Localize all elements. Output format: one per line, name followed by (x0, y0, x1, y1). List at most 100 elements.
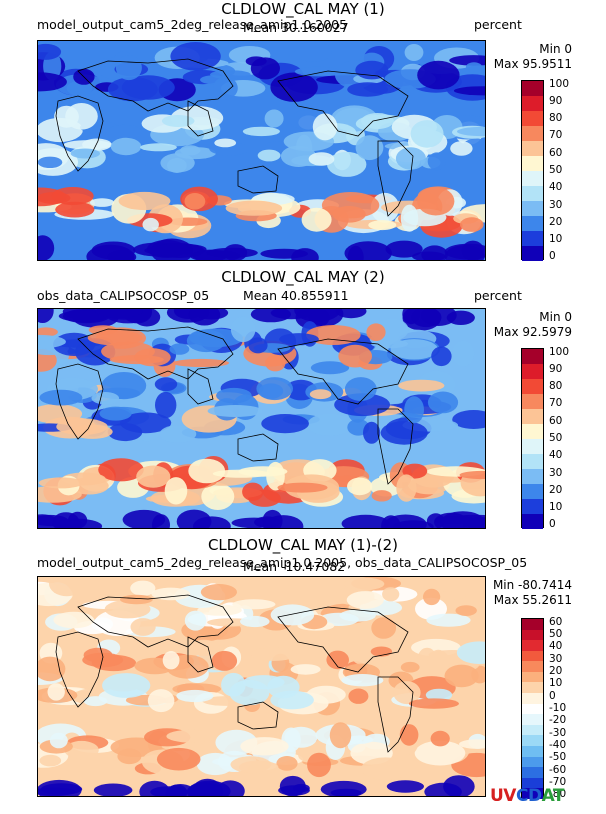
colorbar-tick-label: -30 (549, 726, 567, 739)
map-svg (38, 309, 485, 528)
dataset-label: model_output_cam5_2deg_release_amip1.0.2… (37, 555, 528, 570)
colorbar-segment (522, 409, 543, 424)
colorbar-tick-label: 70 (549, 397, 563, 410)
colorbar-segment (522, 186, 543, 201)
colorbar-tick-label: 0 (549, 518, 556, 531)
colorbar-tick-label: -80 (549, 788, 567, 801)
min-label: Min 0 (539, 42, 572, 56)
colorbar-segment (522, 364, 543, 379)
colorbar-segment (522, 724, 543, 736)
colorbar-segment (522, 777, 543, 789)
colorbar-tick-label: 90 (549, 362, 563, 375)
min-label: Min 0 (539, 310, 572, 324)
map-svg (38, 41, 485, 260)
colorbar-segment (522, 201, 543, 216)
colorbar-tick-label: 10 (549, 677, 563, 690)
colorbar-tick-label: 80 (549, 112, 563, 125)
colorbar-segment (522, 650, 543, 662)
panel-difference: CLDLOW_CAL MAY (1)-(2) model_output_cam5… (0, 536, 606, 806)
panel-obs: CLDLOW_CAL MAY (2) obs_data_CALIPSOCOSP_… (0, 268, 606, 538)
max-label: Max 55.2611 (493, 593, 572, 607)
colorbar-tick-label: 100 (549, 345, 570, 358)
colorbar-segment (522, 231, 543, 246)
panel-model: CLDLOW_CAL MAY (1) model_output_cam5_2de… (0, 0, 606, 270)
colorbar-segment (522, 96, 543, 111)
map-svg (38, 577, 485, 796)
colorbar-segment (522, 714, 543, 725)
colorbar-tick-label: 20 (549, 483, 563, 496)
colorbar-segment (522, 469, 543, 484)
dataset-label: model_output_cam5_2deg_release_amip1.0.2… (37, 17, 348, 32)
map-plot (37, 40, 486, 261)
colorbar-tick-label: 30 (549, 198, 563, 211)
map-plot (37, 576, 486, 797)
colorbar-tick-label: 0 (549, 689, 556, 702)
colorbar-segment (522, 671, 543, 683)
colorbar-segment (522, 349, 543, 364)
colorbar-tick-label: -10 (549, 702, 567, 714)
colorbar-segment (522, 499, 543, 514)
colorbar-segment (522, 156, 543, 171)
colorbar-segment (522, 693, 543, 704)
colorbar-tick-label: 60 (549, 146, 563, 159)
colorbar-segment (522, 454, 543, 469)
colorbar-tick-label: 40 (549, 449, 563, 462)
colorbar-tick-label: 90 (549, 94, 563, 107)
colorbar-segment (522, 424, 543, 439)
panel-title: CLDLOW_CAL MAY (2) (221, 268, 385, 286)
colorbar-segment (522, 661, 543, 672)
colorbar (521, 348, 544, 529)
mean-label: Mean 40.855911 (243, 288, 349, 303)
colorbar-segment (522, 703, 543, 715)
colorbar-tick-label: -50 (549, 751, 567, 764)
colorbar-segment (522, 756, 543, 768)
mean-label: Mean 30.160027 (243, 20, 349, 35)
uvcdat-logo: UVCDAT (490, 786, 565, 806)
min-max: Min -80.7414 Max 55.2611 (493, 578, 572, 608)
colorbar-segment (522, 141, 543, 156)
units-label: percent (474, 17, 522, 32)
min-max: Min 0 Max 92.5979 (494, 310, 572, 340)
colorbar-tick-label: 10 (549, 501, 563, 514)
colorbar-segment (522, 126, 543, 141)
colorbar-tick-label: -60 (549, 763, 567, 776)
colorbar-segment (522, 379, 543, 394)
min-max: Min 0 Max 95.9511 (494, 42, 572, 72)
colorbar-segment (522, 640, 543, 651)
colorbar-tick-label: 10 (549, 233, 563, 246)
units-label: percent (474, 288, 522, 303)
mean-label: Mean -10.47082 (243, 559, 346, 574)
colorbar-tick-label: 70 (549, 129, 563, 142)
colorbar-segment (522, 111, 543, 126)
colorbar-tick-label: 30 (549, 466, 563, 479)
min-label: Min -80.7414 (492, 578, 572, 592)
colorbar-tick-label: 20 (549, 215, 563, 228)
max-label: Max 95.9511 (493, 57, 572, 71)
colorbar-tick-label: 0 (549, 250, 556, 263)
colorbar-tick-label: 60 (549, 414, 563, 427)
colorbar-segment (522, 735, 543, 746)
colorbar-tick-label: 60 (549, 615, 563, 628)
colorbar-segment (522, 246, 543, 261)
colorbar-tick-label: -40 (549, 739, 567, 752)
colorbar-segment (522, 682, 543, 694)
map-plot (37, 308, 486, 529)
colorbar-segment (522, 81, 543, 96)
colorbar-segment (522, 619, 543, 630)
colorbar-segment (522, 484, 543, 499)
max-label: Max 92.5979 (493, 325, 572, 339)
colorbar-tick-label: 20 (549, 664, 563, 677)
colorbar-segment (522, 629, 543, 641)
colorbar-tick-label: 40 (549, 640, 563, 653)
colorbar-tick-label: 80 (549, 380, 563, 393)
colorbar-tick-label: 50 (549, 164, 563, 176)
colorbar-tick-label: 50 (549, 627, 563, 640)
colorbar-segment (522, 767, 543, 778)
colorbar-segment (522, 514, 543, 529)
colorbar-tick-label: -20 (549, 714, 567, 727)
colorbar-tick-label: 30 (549, 652, 563, 665)
panel-title: CLDLOW_CAL MAY (1)-(2) (207, 536, 399, 554)
colorbar-segment (522, 171, 543, 186)
colorbar-tick-label: -70 (549, 776, 567, 789)
colorbar-segment (522, 745, 543, 757)
